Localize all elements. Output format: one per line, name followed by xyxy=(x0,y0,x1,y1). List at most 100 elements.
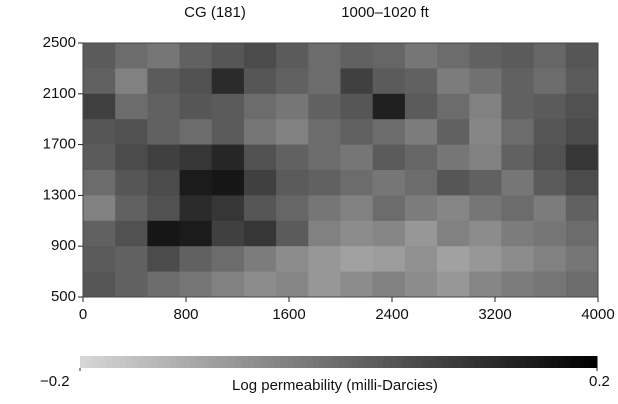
heat-cell xyxy=(372,220,406,247)
colorbar-swatch xyxy=(222,356,230,368)
heat-cell xyxy=(276,144,309,171)
heat-cell xyxy=(243,144,277,171)
heat-cell xyxy=(469,246,502,273)
heat-cell xyxy=(340,246,374,273)
heat-cell xyxy=(115,170,148,196)
colorbar-swatch xyxy=(248,356,255,368)
heat-cell xyxy=(308,220,341,247)
colorbar-swatch xyxy=(157,356,165,368)
colorbar-swatch xyxy=(519,356,527,368)
heat-cell xyxy=(115,119,148,146)
colorbar-swatch xyxy=(577,356,585,368)
colorbar-swatch xyxy=(506,356,514,368)
heat-cell xyxy=(501,68,535,95)
heat-cell xyxy=(340,220,374,247)
heat-cell xyxy=(565,68,599,95)
colorbar-swatch xyxy=(512,356,520,368)
heat-cell xyxy=(211,119,245,146)
colorbar-swatch xyxy=(428,356,436,368)
colorbar-swatch xyxy=(260,356,268,368)
heat-cell xyxy=(83,195,116,222)
x-tick-label: 2400 xyxy=(375,306,408,323)
heat-cell xyxy=(83,93,116,120)
heat-cell xyxy=(501,144,535,171)
colorbar-swatch xyxy=(545,356,553,368)
heat-cell xyxy=(565,246,599,273)
heat-cell xyxy=(147,170,181,196)
colorbar-swatch xyxy=(202,356,210,368)
heat-cell xyxy=(179,246,213,273)
heat-cell xyxy=(211,144,245,171)
heat-cell xyxy=(147,195,181,222)
heat-cell xyxy=(308,271,341,298)
heat-cell xyxy=(340,170,374,196)
heat-cell xyxy=(147,220,181,247)
heat-cell xyxy=(308,246,341,273)
heat-cell xyxy=(565,43,599,69)
heat-cell xyxy=(115,195,148,222)
heat-cell xyxy=(243,43,277,69)
heat-cell xyxy=(437,271,470,298)
heat-cell xyxy=(404,93,438,120)
heat-cell xyxy=(179,271,213,298)
plot-frame xyxy=(82,42,599,298)
heat-cell xyxy=(83,43,116,69)
colorbar-swatch xyxy=(280,356,288,368)
colorbar-swatch xyxy=(176,356,184,368)
heat-cell xyxy=(469,220,502,247)
colorbar-swatch xyxy=(467,356,475,368)
heat-cell xyxy=(469,144,502,171)
colorbar-swatch xyxy=(189,356,197,368)
colorbar-swatch xyxy=(564,356,572,368)
heat-cell xyxy=(211,68,245,95)
heat-cell xyxy=(276,119,309,146)
heat-cell xyxy=(533,68,567,95)
heat-cell xyxy=(308,170,341,196)
colorbar-swatch xyxy=(493,356,501,368)
heat-cell xyxy=(533,43,567,69)
heat-cell xyxy=(437,93,470,120)
colorbar-swatch xyxy=(370,356,378,368)
heat-cell xyxy=(372,144,406,171)
heat-cell xyxy=(501,119,535,146)
colorbar-swatch xyxy=(383,356,391,368)
heat-cell xyxy=(501,220,535,247)
heat-cell xyxy=(340,43,374,69)
colorbar-swatch xyxy=(351,356,359,368)
heat-cell xyxy=(437,119,470,146)
heat-cell xyxy=(404,43,438,69)
heat-cell xyxy=(179,43,213,69)
heat-cell xyxy=(243,93,277,120)
heat-cell xyxy=(83,220,116,247)
heat-cell xyxy=(243,68,277,95)
colorbar-swatch xyxy=(571,356,579,368)
colorbar-swatch xyxy=(364,356,372,368)
heat-cell xyxy=(115,93,148,120)
heat-cell xyxy=(437,144,470,171)
heat-cell xyxy=(469,68,502,95)
heat-cell xyxy=(147,43,181,69)
heat-cell xyxy=(565,170,599,196)
x-tick-label: 0 xyxy=(79,306,87,323)
colorbar-swatch xyxy=(144,356,152,368)
heat-cell xyxy=(243,246,277,273)
colorbar-swatch xyxy=(105,356,113,368)
heat-cell xyxy=(372,195,406,222)
heat-cell xyxy=(211,43,245,69)
heat-cell xyxy=(115,246,148,273)
heat-cell xyxy=(372,93,406,120)
x-tick-label: 1600 xyxy=(272,306,305,323)
colorbar-swatch xyxy=(525,356,533,368)
heat-cell xyxy=(533,93,567,120)
heat-cell xyxy=(372,68,406,95)
heat-cell xyxy=(179,93,213,120)
colorbar-swatch xyxy=(170,356,178,368)
heat-cell xyxy=(565,144,599,171)
heat-cell xyxy=(308,195,341,222)
heat-cell xyxy=(179,144,213,171)
colorbar-swatch xyxy=(196,356,204,368)
colorbar-swatch xyxy=(422,356,430,368)
heat-cell xyxy=(308,119,341,146)
heat-cell xyxy=(83,144,116,171)
